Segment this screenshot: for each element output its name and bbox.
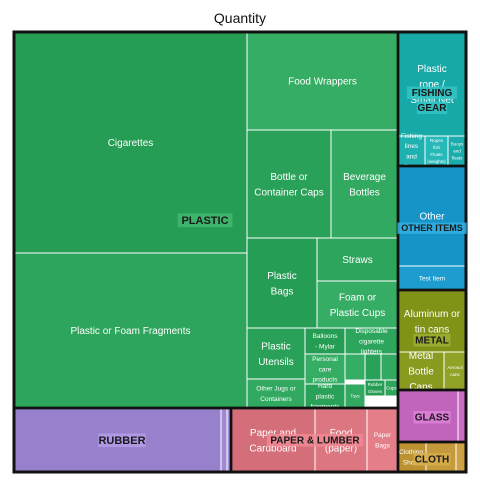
treemap-label-plastic-utensils: Plastic Utensils (258, 341, 294, 368)
treemap-label-bottle-or-container-caps: Bottle or Container Caps (254, 172, 323, 199)
treemap-label-cups: Cups (386, 386, 397, 391)
treemap-outer-frame (12, 30, 468, 474)
treemap-cell-plastic-other-jugs-or-containers (246, 378, 306, 409)
treemap-label-clothing-shoes: Clothing, Shoes (399, 449, 425, 466)
treemap-cell-plastic-balloons-mylar (304, 327, 346, 355)
treemap-cell-plastic-19 (380, 353, 399, 381)
treemap-cell-plastic-personal-care-products (304, 353, 346, 385)
treemap-cell-other-items-other (397, 165, 467, 267)
group-label-bg-rubber (98, 433, 146, 448)
treemap-cell-metal-aerosol-cans (443, 351, 467, 391)
group-label-bg-plastic (177, 213, 233, 228)
treemap-label-plastic-bags: Plastic Bags (267, 271, 296, 298)
group-label-bg-paper-lumber (266, 434, 364, 447)
treemap-label-disposable-cigarette-lighters: Disposable cigarette lighters (355, 328, 388, 355)
treemap-label-buoys-and-floats: Buoys and floats (451, 142, 464, 161)
treemap-label-paper-and-cardboard: Paper and Cardboard (249, 428, 296, 455)
group-label-fishing-gear: GEAR (418, 103, 448, 114)
group-label-bg-fishing-gear (406, 86, 458, 99)
treemap-label-toys: Toys (350, 394, 360, 399)
treemap-cell-fishing-gear-fishing-lines-and-lines (397, 135, 426, 167)
treemap-label-other-jugs-or-containers: Other Jugs or Containers (256, 386, 296, 403)
group-label-rubber: RUBBER (98, 435, 145, 447)
treemap-cell-plastic-18 (364, 353, 382, 381)
treemap-label-test-item: Test Item (419, 275, 445, 282)
treemap-label-plastic-rope-small-net: Plastic rope / Small Net (410, 64, 454, 106)
treemap-label-other: Other (419, 212, 445, 223)
group-label-bg-metal (413, 334, 451, 347)
group-label-glass: GLASS (415, 413, 450, 424)
chart-title: Quantity (213, 10, 267, 26)
treemap-label-metal-bottle-caps: Metal Bottle Caps (408, 351, 434, 393)
treemap-label-aluminum-or-tin-cans: Aluminum or tin cans (404, 309, 461, 336)
treemap-label-balloons-mylar: Balloons - Mylar (313, 333, 339, 350)
treemap-label-foam-or-plastic-cups: Foam or Plastic Cups (330, 292, 386, 319)
treemap-label-plastic-or-foam-fragments: Plastic or Foam Fragments (70, 326, 190, 337)
treemap-label-rubber-gloves: Rubber Gloves (368, 382, 383, 394)
group-label-plastic: PLASTIC (181, 215, 228, 227)
group-label-bg-fishing-gear (416, 101, 448, 114)
treemap-label-paper-bags: Paper Bags (374, 432, 392, 449)
treemap-cell-rubber-1 (220, 407, 228, 473)
treemap-label-cigarettes: Cigarettes (108, 138, 154, 149)
treemap-cell-plastic-disposable-cigarette-lighters (344, 327, 399, 355)
treemap-cell-other-items-test-item (397, 265, 467, 291)
treemap-label-food-paper: Food (paper) (325, 428, 357, 455)
treemap-cell-plastic-foam-or-plastic-cups (316, 280, 399, 329)
treemap-label-aerosol-cans: Aerosol cans (447, 365, 462, 377)
group-label-bg-cloth (413, 453, 451, 466)
group-label-cloth: CLOTH (415, 455, 449, 466)
treemap-cell-plastic-bottle-or-container-caps (246, 129, 332, 239)
group-label-bg-other-items (397, 222, 467, 234)
treemap-label-beverage-bottles: Beverage Bottles (343, 172, 386, 199)
treemap-cell-plastic-plastic-bags (246, 237, 318, 329)
group-label-bg-glass (413, 411, 451, 424)
group-label-other-items: OTHER ITEMS (401, 223, 463, 233)
treemap-cell-paper-lumber-paper-bags (366, 407, 399, 473)
treemap-label-straws: Straws (342, 255, 373, 266)
group-label-fishing-gear: FISHING (412, 88, 453, 99)
group-label-metal: METAL (415, 336, 449, 347)
treemap-cell-plastic-17 (344, 353, 366, 381)
treemap-label-food-wrappers: Food Wrappers (288, 77, 357, 88)
treemap-label-ropes-fish-floats-weights: Ropes fish Floats (weights) (427, 138, 446, 164)
treemap-cell-plastic-plastic-or-foam-fragments (13, 252, 248, 409)
treemap-label-personal-care-products: Personal care products (312, 356, 338, 383)
treemap-cell-plastic-plastic-utensils (246, 327, 306, 380)
treemap-cell-plastic-beverage-bottles (330, 129, 399, 239)
group-label-paper-lumber: PAPER & LUMBER (270, 436, 360, 447)
